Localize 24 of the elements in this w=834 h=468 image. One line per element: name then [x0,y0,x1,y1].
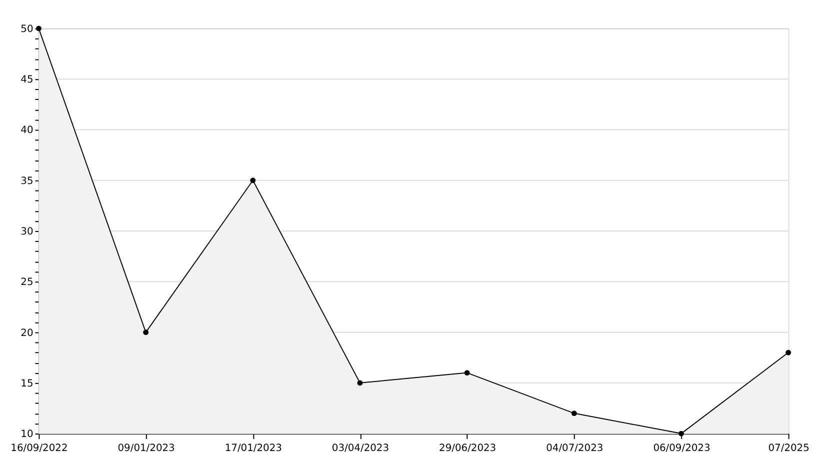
y-tick-label: 10 [20,429,34,440]
x-tick-label: 09/01/2023 [118,442,175,454]
x-tick-label: 06/09/2023 [653,442,710,454]
x-tick-label: 04/07/2023 [546,442,604,454]
x-tick-label: 16/09/2022 [10,442,68,454]
x-tick-label: 07/2025 [768,442,810,454]
y-tick-label: 35 [20,176,34,187]
y-tick-label: 15 [20,378,34,390]
x-tick-label: 17/01/2023 [224,442,282,454]
x-tick-label: 29/06/2023 [439,442,496,454]
y-tick-label: 30 [20,226,34,238]
point [571,410,577,416]
point [678,430,684,436]
point [250,178,256,184]
point [357,380,363,386]
x-tick-label: 03/04/2023 [332,442,390,454]
point [143,330,149,335]
point [786,350,792,356]
y-tick-label: 50 [20,24,34,35]
y-tick-label: 25 [20,277,34,288]
point [464,370,470,376]
y-tick-label: 40 [20,125,34,136]
y-tick-label: 20 [20,328,34,339]
y-tick-label: 45 [20,74,34,86]
